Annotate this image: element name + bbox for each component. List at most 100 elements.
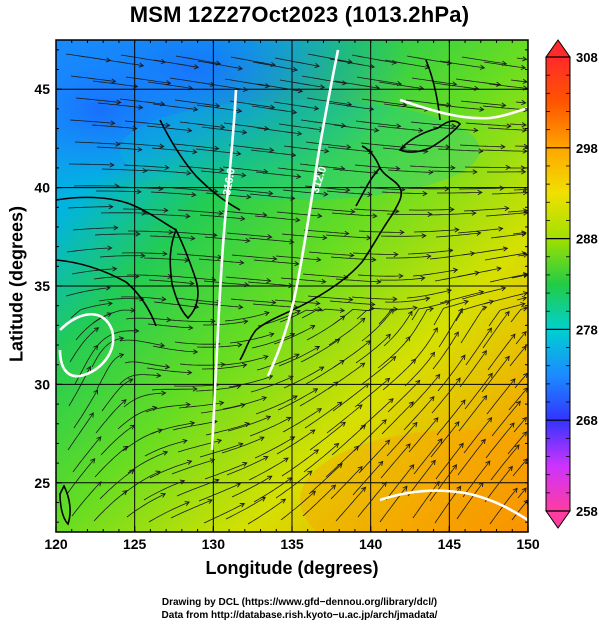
streamline-arrow [521,487,527,493]
streamline-arrow [116,99,122,105]
streamline-arrow [521,230,527,236]
streamline [513,417,527,433]
streamline [75,313,112,341]
streamline [455,78,501,86]
streamline [381,191,427,194]
contour-southwest [58,313,115,378]
streamline-arrow [294,261,300,267]
streamline-arrow [472,169,478,175]
colorbar-tick-label: 288 [576,232,598,247]
streamline [223,122,269,130]
streamline [178,402,224,409]
streamline-arrow [291,152,297,158]
streamline [225,497,266,520]
streamline [517,254,528,257]
streamline [197,60,243,70]
streamline-arrow [321,278,327,285]
streamline [509,123,527,126]
streamline [485,212,528,217]
streamline-arrow [315,300,321,306]
streamline-arrow [389,308,394,314]
credit-drawing: Drawing by DCL (https://www.gfd−dennou.o… [161,597,438,608]
streamline-arrow [271,299,277,306]
streamline-arrow [269,147,275,153]
streamline [195,385,241,392]
streamline [352,461,384,496]
streamline-arrow [502,246,509,252]
streamline [70,302,113,319]
streamline-arrow [522,56,528,62]
streamline [67,206,113,209]
streamline-arrow [214,103,221,109]
streamline-arrow [522,208,528,214]
streamline [145,169,191,174]
streamline-arrow [399,229,405,235]
streamline-arrow [239,502,246,508]
streamline [431,170,477,173]
streamline [225,276,271,282]
colorbar-segments [546,57,570,511]
streamline-arrow [193,349,199,355]
streamline [330,256,376,261]
streamline [230,298,276,304]
streamline [299,381,339,407]
streamline-arrow [361,486,367,492]
streamline [73,389,98,429]
streamline [257,83,303,92]
streamline [380,443,411,479]
streamline-arrow [296,173,302,180]
streamline [403,396,435,431]
streamline-arrow [515,400,521,406]
streamline-arrow [334,338,341,344]
streamline [383,103,429,110]
streamline [251,105,297,113]
streamline [309,421,346,451]
streamline-arrow [242,129,248,135]
streamline-arrow [422,191,428,197]
streamline-arrow [487,327,492,333]
streamline [281,233,327,239]
streamline-arrow [287,477,293,483]
streamline-arrow [460,354,466,360]
streamline [352,252,398,255]
streamline-arrow [132,125,138,131]
streamline [231,475,272,498]
streamline-arrow [245,237,251,244]
streamline-arrow [105,285,111,291]
streamline [199,443,243,458]
streamline [71,481,102,517]
streamline [510,79,527,83]
streamline-arrow [133,83,139,89]
streamline [356,76,402,85]
streamline-arrow [220,362,226,368]
streamline-arrow [185,213,191,219]
streamline [249,193,295,199]
streamline [66,247,112,253]
streamline [408,417,439,453]
streamline [377,336,411,369]
streamline-arrow [400,187,406,193]
streamline-arrow [289,436,296,442]
contour-south [379,489,528,522]
streamline [490,444,520,481]
streamline-arrow [353,445,360,451]
streamline [174,341,220,345]
streamline [128,230,173,233]
streamline-arrow [482,394,488,401]
streamline [72,227,118,231]
streamline-arrow [115,141,121,147]
streamline [274,299,320,304]
streamline [303,443,339,473]
streamline-arrow [152,405,158,411]
streamline-arrow [96,436,102,442]
streamline [250,376,294,393]
streamline [92,80,138,87]
x-axis-ticks: 120 125 130 135 140 145 150 [44,40,540,552]
streamline [91,337,124,368]
streamline [481,149,527,152]
streamline [490,233,526,239]
streamline-arrow [506,123,512,129]
streamline-arrow [162,251,168,257]
streamline-arrow [192,386,198,392]
streamline [403,187,449,190]
